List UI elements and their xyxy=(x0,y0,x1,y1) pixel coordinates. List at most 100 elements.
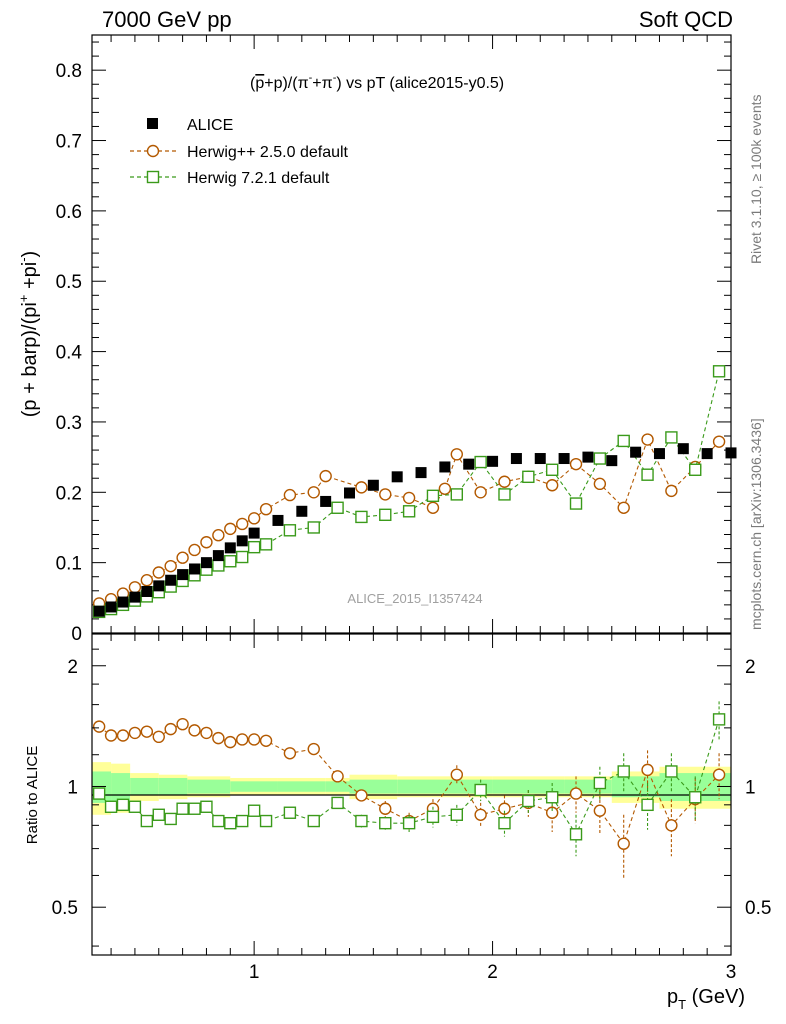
point-marker xyxy=(212,814,225,828)
point-marker xyxy=(236,550,249,564)
point-marker xyxy=(510,453,522,465)
ratio-ytick-label-right: 2 xyxy=(745,657,756,678)
point-marker xyxy=(450,448,464,461)
point-marker xyxy=(606,455,618,467)
band-inner-segment xyxy=(230,781,278,792)
series-line xyxy=(99,371,720,613)
band-inner-segment xyxy=(325,781,350,792)
band-inner-segment xyxy=(611,776,660,798)
point-marker xyxy=(593,452,607,465)
point-marker xyxy=(224,542,236,554)
point-marker xyxy=(534,453,546,465)
x-axis-label: pT (GeV) xyxy=(667,986,745,1012)
point-marker xyxy=(450,488,464,501)
point-marker xyxy=(212,529,225,542)
series-herwig7 xyxy=(92,365,726,619)
legend-herwigpp-marker xyxy=(146,144,160,158)
point-marker xyxy=(701,448,713,460)
point-marker xyxy=(176,551,189,564)
title-mid1: +p)/(π xyxy=(264,75,308,92)
main-ytick-label: 0.6 xyxy=(56,202,82,223)
point-marker xyxy=(165,574,177,586)
point-marker xyxy=(283,747,297,760)
point-marker xyxy=(128,581,142,594)
point-marker xyxy=(379,816,392,830)
point-marker xyxy=(224,735,237,749)
legend: ALICE Herwig++ 2.5.0 default Herwig 7.2.… xyxy=(130,117,349,187)
point-marker xyxy=(391,471,403,483)
point-marker xyxy=(128,726,142,740)
point-marker xyxy=(116,729,130,742)
point-marker xyxy=(129,591,141,603)
point-marker xyxy=(117,596,129,608)
point-marker xyxy=(200,557,212,569)
main-ytick-label: 0.3 xyxy=(56,413,82,434)
point-marker xyxy=(212,559,225,572)
title-post: ) vs pT (alice2015-y0.5) xyxy=(336,75,504,92)
ylabel-sup1: + xyxy=(16,295,31,303)
point-marker xyxy=(617,501,630,514)
legend-herwigpp-label: Herwig++ 2.5.0 default xyxy=(187,144,349,161)
point-marker xyxy=(128,800,142,813)
point-marker xyxy=(283,806,297,819)
xtick-label: 1 xyxy=(249,962,260,983)
point-marker xyxy=(152,808,165,821)
legend-herwig7-label: Herwig 7.2.1 default xyxy=(187,170,330,187)
main-ytick-label: 0.2 xyxy=(56,483,82,504)
point-marker xyxy=(689,463,702,476)
point-marker xyxy=(344,487,356,499)
point-marker xyxy=(189,563,201,575)
series-line xyxy=(98,438,720,604)
point-marker xyxy=(474,486,487,499)
point-marker xyxy=(558,453,570,465)
point-marker xyxy=(307,521,320,534)
point-marker xyxy=(367,479,379,491)
point-marker xyxy=(665,819,678,832)
point-marker xyxy=(236,535,248,547)
point-marker xyxy=(712,768,726,781)
point-marker xyxy=(379,488,392,501)
point-marker xyxy=(188,802,201,815)
point-marker xyxy=(569,497,583,510)
point-marker xyxy=(379,508,392,522)
point-marker xyxy=(593,477,607,491)
main-ytick-label: 0.5 xyxy=(56,272,82,293)
point-marker xyxy=(402,491,416,505)
point-marker xyxy=(438,482,452,495)
point-marker xyxy=(331,501,344,514)
point-marker xyxy=(259,502,273,516)
main-y-ticks: 0 0.1 0.2 0.3 0.4 0.5 0.6 0.7 0.8 xyxy=(56,41,731,645)
main-ytick-label: 0.4 xyxy=(56,343,83,364)
point-marker xyxy=(92,787,106,800)
xlabel-unit: (GeV) xyxy=(686,986,745,1008)
point-marker xyxy=(522,470,535,484)
point-marker xyxy=(653,448,665,460)
ratio-series-herwig7 xyxy=(92,701,726,857)
point-marker xyxy=(545,479,559,492)
title-sup1: - xyxy=(309,72,313,84)
main-ytick-label: 0 xyxy=(71,624,82,645)
point-marker xyxy=(224,522,237,536)
point-marker xyxy=(498,475,511,488)
point-marker xyxy=(164,722,177,736)
point-marker xyxy=(498,816,511,830)
point-marker xyxy=(283,488,297,502)
point-marker xyxy=(236,517,249,531)
point-marker xyxy=(498,488,511,501)
ratio-frame xyxy=(91,633,732,956)
point-marker xyxy=(247,804,261,817)
main-ytick-label: 0.7 xyxy=(56,132,82,153)
point-marker xyxy=(593,776,607,790)
ratio-panel: 0.5 0.5 1 1 2 2 1 2 3 Ratio to ALICE pT (GeV) xyxy=(24,633,771,1012)
point-marker xyxy=(474,783,487,797)
point-marker xyxy=(93,605,105,617)
point-marker xyxy=(259,814,273,828)
point-marker xyxy=(641,763,654,777)
ratio-ytick-label-right: 1 xyxy=(745,777,756,798)
point-marker xyxy=(224,555,237,568)
point-marker xyxy=(677,443,689,455)
point-marker xyxy=(379,802,392,815)
ratio-ytick-label: 0.5 xyxy=(52,898,78,919)
point-marker xyxy=(259,538,273,551)
